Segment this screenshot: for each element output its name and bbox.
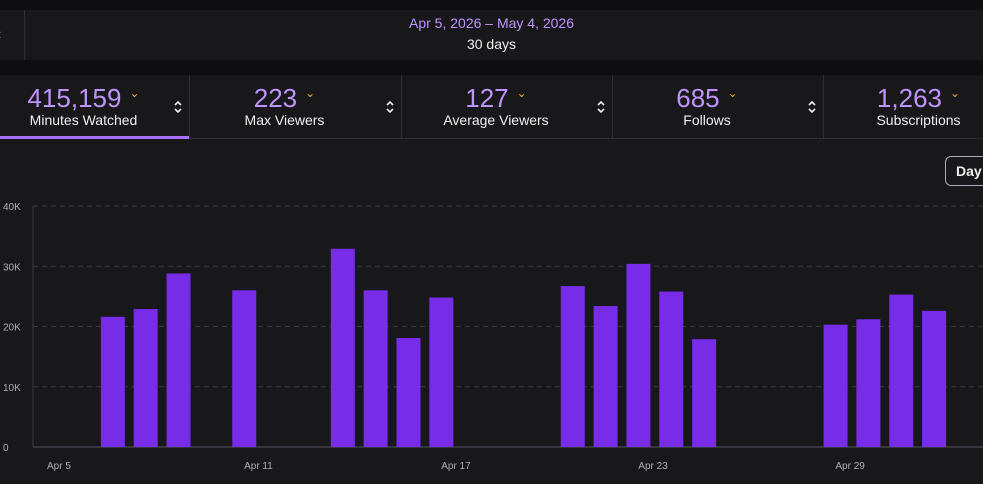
date-span-label: 30 days <box>466 36 517 52</box>
bar-apr-8[interactable] <box>166 273 191 447</box>
y-tick-label: 0 <box>3 443 9 454</box>
stat-tab-minutes-watched[interactable]: 415,159 ⌄ Minutes Watched <box>0 75 190 139</box>
stats-bar: 415,159 ⌄ Minutes Watched 223 ⌄ Max Viewer… <box>0 75 983 139</box>
x-tick-label: Apr 29 <box>835 461 865 472</box>
stat-tab-subscriptions[interactable]: 1,263 ⌄ Subscriptions <box>824 75 983 138</box>
bar-apr-13[interactable] <box>330 248 355 447</box>
stat-label: Follows <box>683 112 731 128</box>
stat-tab-follows[interactable]: 685 ⌄ Follows <box>613 75 824 138</box>
stat-value: 415,159 ⌄ <box>27 83 140 113</box>
stat-tab-average-viewers[interactable]: 127 ⌄ Average Viewers <box>402 75 613 138</box>
stat-label: Subscriptions <box>876 112 961 128</box>
granularity-dropdown[interactable]: Day <box>945 156 983 186</box>
y-tick-label: 20K <box>3 323 21 334</box>
chevron-down-icon: ⌄ <box>305 86 316 100</box>
chevron-down-icon: ⌄ <box>129 86 140 100</box>
bar-apr-30[interactable] <box>889 294 914 447</box>
minutes-watched-chart: 0 10K 20K 30K 40K Apr 5 Apr 11 Apr 17 Apr 23 Apr… <box>3 202 983 472</box>
stat-value: 685 ⌄ <box>676 83 738 113</box>
sort-arrows-icon[interactable] <box>173 99 183 115</box>
stat-label: Average Viewers <box>443 112 549 128</box>
chevron-down-icon: ⌄ <box>516 86 527 100</box>
x-tick-label: Apr 17 <box>441 461 471 472</box>
stat-tab-max-viewers[interactable]: 223 ⌄ Max Viewers <box>190 75 402 138</box>
x-tick-label: Apr 11 <box>244 461 273 472</box>
chevron-left-icon[interactable]: ‹ <box>0 24 12 46</box>
bar-apr-29[interactable] <box>856 319 881 447</box>
y-tick-label: 10K <box>3 383 21 394</box>
bar-may-1[interactable] <box>922 310 947 447</box>
bar-apr-16[interactable] <box>429 297 454 447</box>
bar-apr-28[interactable] <box>823 324 848 447</box>
chevron-down-icon: ⌄ <box>950 86 961 100</box>
bar-apr-14[interactable] <box>363 290 388 447</box>
bar-apr-10[interactable] <box>232 290 257 447</box>
bar-apr-24[interactable] <box>692 339 717 447</box>
sort-arrows-icon[interactable] <box>385 99 395 115</box>
bar-apr-6[interactable] <box>100 316 125 447</box>
x-tick-label: Apr 5 <box>47 461 71 472</box>
stat-value: 1,263 ⌄ <box>876 83 961 113</box>
x-tick-label: Apr 23 <box>638 461 668 472</box>
header-divider <box>24 10 25 60</box>
bar-apr-20[interactable] <box>560 286 585 447</box>
y-tick-label: 40K <box>3 202 21 213</box>
section-gap <box>0 60 983 75</box>
stat-label: Max Viewers <box>244 112 325 128</box>
bar-apr-15[interactable] <box>396 337 421 447</box>
chevron-down-icon: ⌄ <box>727 86 738 100</box>
bar-apr-22[interactable] <box>626 263 651 447</box>
stat-value: 223 ⌄ <box>253 83 316 113</box>
date-header: ‹ Apr 5, 2026 – May 4, 2026 30 days <box>0 10 983 60</box>
bar-apr-7[interactable] <box>133 309 158 447</box>
bar-apr-23[interactable] <box>659 291 684 447</box>
date-range-picker[interactable]: Apr 5, 2026 – May 4, 2026 <box>409 15 574 31</box>
sort-arrows-icon[interactable] <box>807 99 817 115</box>
bar-apr-21[interactable] <box>593 306 618 447</box>
y-tick-label: 30K <box>3 262 21 273</box>
stat-label: Minutes Watched <box>29 112 138 128</box>
stat-value: 127 ⌄ <box>465 83 527 113</box>
sort-arrows-icon[interactable] <box>596 99 606 115</box>
